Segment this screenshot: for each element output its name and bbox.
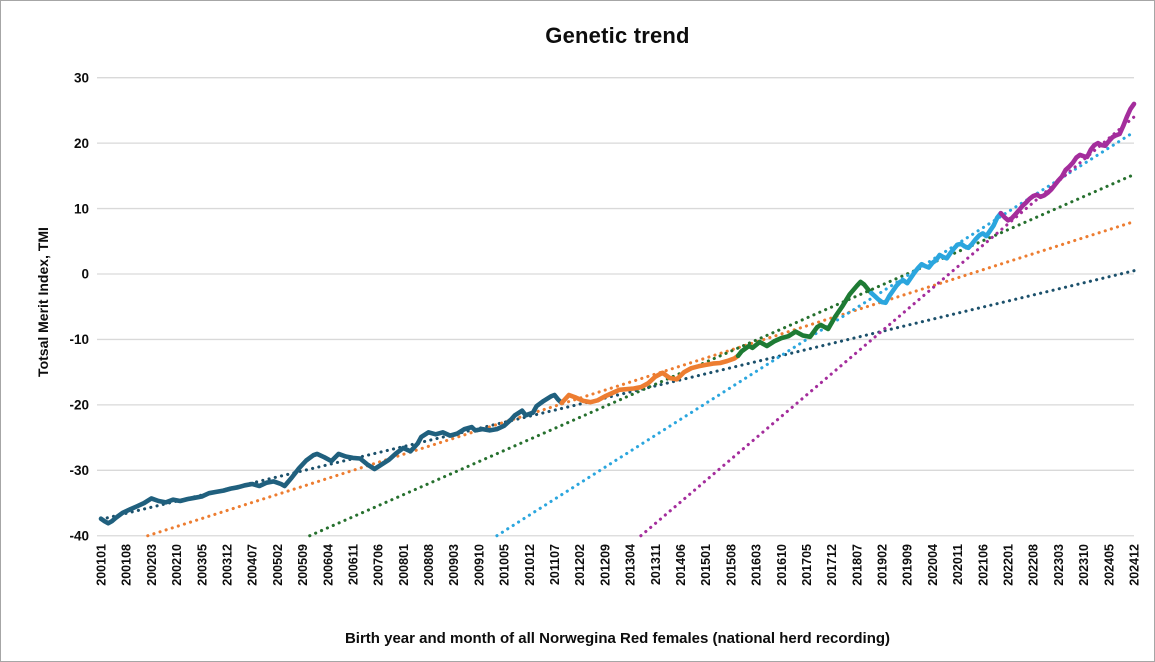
y-tick-label-30: 30 (74, 70, 89, 85)
trend-2015-2018 (308, 172, 1136, 538)
x-tick-label-200910: 200910 (472, 544, 486, 586)
x-tick-label-200312: 200312 (220, 544, 234, 586)
x-tick-label-201909: 201909 (901, 544, 915, 586)
x-tick-label-201603: 201603 (750, 544, 764, 586)
x-tick-label-201902: 201902 (876, 544, 890, 586)
tmi-cohort-2022-2024 (998, 101, 1137, 223)
x-tick-label-202208: 202208 (1027, 544, 1041, 586)
trend-2019-2021 (495, 130, 1136, 538)
x-tick-label-201107: 201107 (548, 544, 562, 585)
x-tick-label-200611: 200611 (346, 544, 360, 585)
x-tick-label-200203: 200203 (145, 544, 159, 586)
x-tick-label-201406: 201406 (674, 544, 688, 586)
x-tick-label-200808: 200808 (422, 544, 436, 586)
x-tick-label-201311: 201311 (649, 544, 663, 585)
x-tick-label-202201: 202201 (1002, 544, 1016, 586)
x-tick-label-201807: 201807 (850, 544, 864, 586)
x-tick-label-202004: 202004 (926, 544, 940, 586)
x-tick-label-201304: 201304 (624, 544, 638, 586)
x-tick-label-200407: 200407 (246, 544, 260, 586)
y-tick-label--30: -30 (69, 463, 89, 478)
y-tick-label--40: -40 (69, 528, 89, 543)
y-tick-label-0: 0 (81, 267, 89, 282)
chart-title: Genetic trend (545, 23, 690, 48)
trend-2001-2011 (99, 269, 1136, 521)
x-tick-label-202412: 202412 (1128, 544, 1142, 586)
x-tick-label-202303: 202303 (1052, 544, 1066, 586)
x-tick-label-200502: 200502 (271, 544, 285, 586)
x-tick-label-202405: 202405 (1102, 544, 1116, 586)
x-tick-label-200509: 200509 (296, 544, 310, 586)
x-tick-label-201012: 201012 (523, 544, 537, 586)
y-tick-label--20: -20 (69, 398, 89, 413)
x-tick-label-200101: 200101 (95, 544, 109, 586)
x-tick-label-201508: 201508 (724, 544, 738, 586)
x-tick-label-200801: 200801 (397, 544, 411, 586)
x-tick-label-200108: 200108 (120, 544, 134, 586)
x-tick-label-201610: 201610 (775, 544, 789, 586)
trend-2011-2015 (146, 220, 1136, 538)
x-tick-label-200604: 200604 (321, 544, 335, 586)
y-tick-label--10: -10 (69, 332, 89, 347)
tmi-cohort-2015-2018 (735, 279, 874, 359)
x-tick-label-202106: 202106 (976, 544, 990, 586)
x-tick-label-200305: 200305 (195, 544, 209, 586)
x-tick-label-202310: 202310 (1077, 544, 1091, 586)
x-tick-label-200210: 200210 (170, 544, 184, 586)
tmi-cohort-2019-2021 (868, 210, 1004, 306)
x-axis-title: Birth year and month of all Norwegina Re… (344, 630, 891, 647)
x-tick-label-200706: 200706 (372, 544, 386, 586)
x-tick-label-201501: 201501 (699, 544, 713, 586)
x-tick-label-201202: 201202 (573, 544, 587, 586)
x-tick-label-202011: 202011 (951, 544, 965, 585)
x-tick-label-201209: 201209 (598, 544, 612, 586)
tmi-cohort-2001-2011 (98, 392, 565, 526)
y-tick-label-20: 20 (74, 136, 89, 151)
x-tick-label-201705: 201705 (800, 544, 814, 586)
tmi-cohort-2011-2015 (559, 353, 741, 406)
y-tick-label-10: 10 (74, 201, 89, 216)
x-tick-label-201005: 201005 (498, 544, 512, 586)
x-tick-label-200903: 200903 (447, 544, 461, 586)
x-tick-label-201712: 201712 (825, 544, 839, 586)
